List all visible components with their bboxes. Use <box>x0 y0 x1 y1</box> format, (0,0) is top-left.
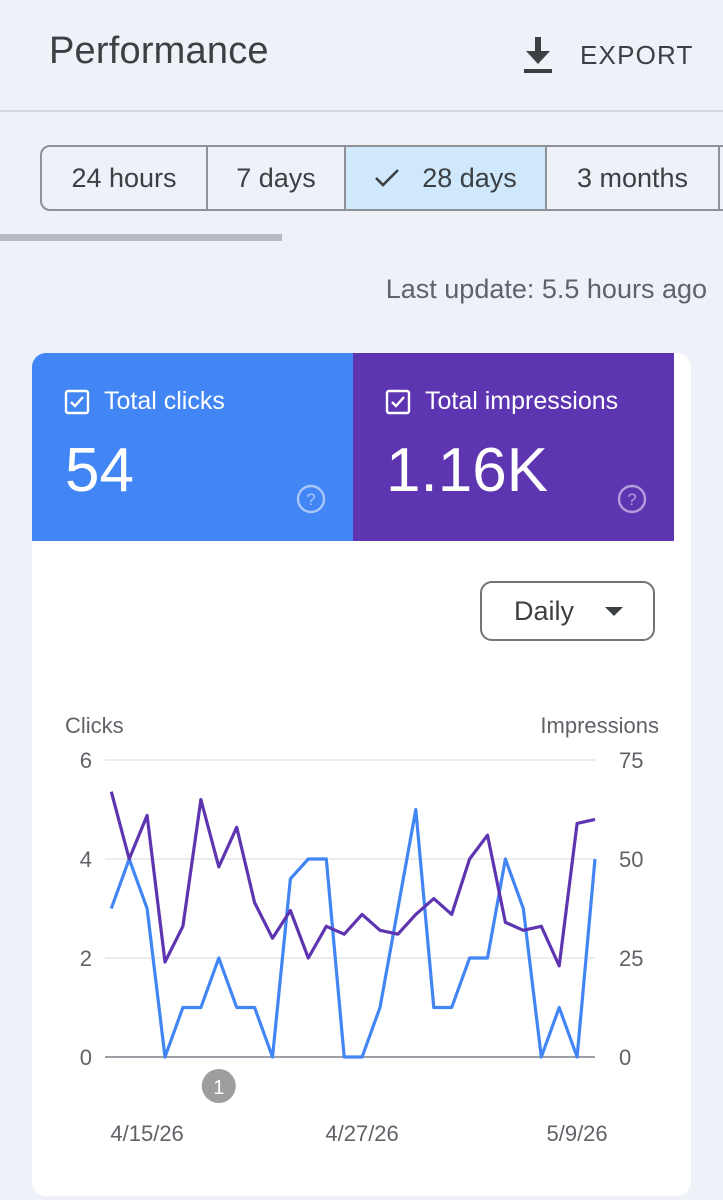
metric-label: Total clicks <box>104 387 225 415</box>
x-tick-label: 4/27/26 <box>325 1121 398 1146</box>
help-icon[interactable]: ? <box>295 483 327 515</box>
total-clicks-tile[interactable]: Total clicks 54 ? <box>32 353 353 541</box>
date-range-selector: 24 hours 7 days 28 days 3 months <box>40 145 723 211</box>
horizontal-scroll-indicator[interactable] <box>0 234 282 241</box>
granularity-dropdown[interactable]: Daily <box>480 581 655 641</box>
right-tick-label: 0 <box>619 1045 631 1070</box>
metric-value: 1.16K <box>386 436 549 505</box>
range-label: 3 months <box>576 162 689 193</box>
metric-label: Total impressions <box>425 387 619 415</box>
range-7-days[interactable]: 7 days <box>208 147 346 209</box>
series-line-impressions <box>109 791 596 968</box>
checkbox-checked-icon[interactable] <box>64 389 90 415</box>
annotation-label: 1 <box>213 1077 224 1099</box>
performance-chart[interactable]: Clicks Impressions 0 2 4 6 0 25 50 75 4/15/26 4/27/… <box>32 703 691 1183</box>
check-icon <box>375 169 400 187</box>
checkbox-checked-icon[interactable] <box>385 389 411 415</box>
performance-card: Total clicks 54 ? Total impressions 1.16… <box>32 353 691 1196</box>
card-edge <box>674 353 691 541</box>
x-tick-label: 5/9/26 <box>546 1121 607 1146</box>
download-icon <box>524 37 552 73</box>
range-28-days[interactable]: 28 days <box>346 147 547 209</box>
help-icon[interactable]: ? <box>616 483 648 515</box>
last-update-text: Last update: 5.5 hours ago <box>385 274 707 304</box>
page-title: Performance <box>49 30 269 72</box>
svg-text:?: ? <box>627 490 636 509</box>
export-button[interactable]: EXPORT <box>520 30 710 80</box>
series-line-clicks <box>109 807 597 1059</box>
range-label: 7 days <box>236 162 316 193</box>
x-tick-label: 4/15/26 <box>110 1121 183 1146</box>
caret-down-icon <box>605 607 623 616</box>
right-axis-title: Impressions <box>540 713 659 738</box>
annotation-marker <box>201 1069 236 1103</box>
dropdown-value: Daily <box>514 595 575 626</box>
export-label: EXPORT <box>580 39 694 70</box>
left-axis-title: Clicks <box>65 713 124 738</box>
total-impressions-tile[interactable]: Total impressions 1.16K ? <box>353 353 674 541</box>
range-label: 24 hours <box>71 162 177 193</box>
range-label: 28 days <box>422 162 517 193</box>
range-3-months[interactable]: 3 months <box>547 147 720 209</box>
right-tick-label: 75 <box>619 748 643 773</box>
left-tick-label: 4 <box>80 847 92 872</box>
range-24-hours[interactable]: 24 hours <box>42 147 208 209</box>
right-tick-label: 25 <box>619 946 643 971</box>
left-tick-label: 6 <box>80 748 92 773</box>
left-tick-label: 0 <box>80 1045 92 1070</box>
page-header: Performance EXPORT <box>0 0 723 112</box>
metric-value: 54 <box>65 436 134 505</box>
left-tick-label: 2 <box>80 946 92 971</box>
svg-text:?: ? <box>306 490 315 509</box>
right-tick-label: 50 <box>619 847 643 872</box>
